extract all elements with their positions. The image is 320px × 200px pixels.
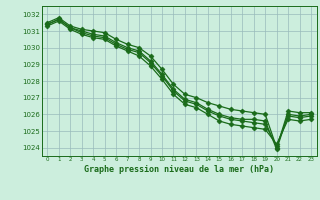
X-axis label: Graphe pression niveau de la mer (hPa): Graphe pression niveau de la mer (hPa): [84, 165, 274, 174]
